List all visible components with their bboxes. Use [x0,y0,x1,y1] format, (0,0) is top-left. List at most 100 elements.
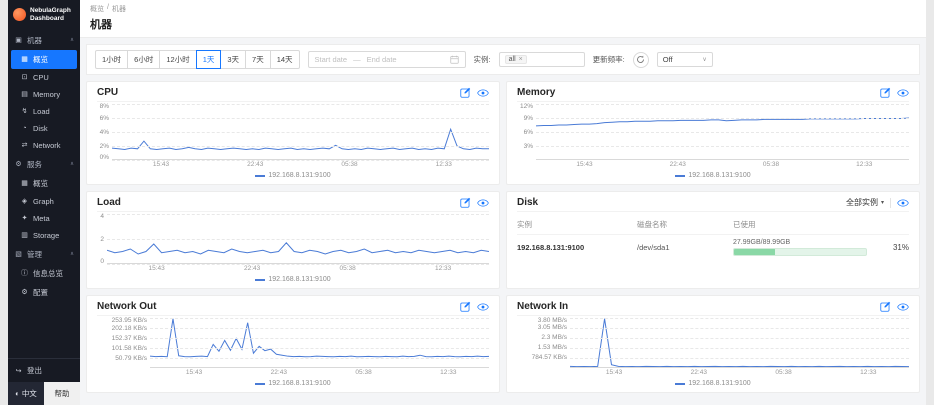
sidebar-nav: ▣ 机器 ∧ ▦ 概览 ⊡ CPU ▤ Memory ↯ Load ◔ Disk ⇄ Network ⚙ 服务 ∧… [8,30,80,358]
load-panel: Load 4 2 0 15:43 22:43 05:38 12:33 192.168.8.1… [86,191,500,289]
time-range-button[interactable]: 1天 [195,50,222,69]
instance-label: 实例: [473,55,491,64]
gridline [112,104,489,105]
sidebar-section-header-manage[interactable]: ▧ 管理 ∧ [15,249,74,259]
y-tick-label: 12% [519,103,533,110]
network-out-panel: Network Out 253.95 KB/s 202.18 KB/s 152.37… [86,295,500,393]
network-in-chart: 3.80 MB/s 3.05 MB/s 2.3 MB/s 1.53 MB/s 784.5… [517,317,909,378]
plot-area: 15:43 22:43 05:38 12:33 [150,318,489,378]
network-in-legend[interactable]: 192.168.8.131:9100 [517,378,909,389]
panel-title: Network Out [97,301,157,312]
x-tick-label: 05:38 [341,161,358,168]
load-icon: ↯ [21,108,28,116]
sidebar-item-service-overview[interactable]: ▦ 概览 [21,178,48,188]
x-axis-line [112,159,489,160]
disk-instance-filter[interactable]: 全部实例 ▾ [845,198,884,207]
plot-area: 15:43 22:43 05:38 12:33 [112,104,489,170]
eye-icon[interactable] [477,198,489,207]
panel-title: CPU [97,87,119,98]
y-tick-label: 50.79 KB/s [115,354,147,362]
cpu-icon: ⊡ [21,74,28,82]
caret-down-icon: ▾ [880,200,884,206]
memory-icon: ▤ [21,91,28,99]
sidebar-item-info-overview[interactable]: ⓘ 信息总览 [21,268,63,278]
eye-icon[interactable] [477,88,489,97]
main-area: 概览 / 机器 机器 1小时 6小时 12小时 1天 3天 7天 14天 Start dat… [80,0,926,405]
breadcrumb-item[interactable]: 概览 [90,6,104,13]
time-range-button[interactable]: 14天 [269,50,300,69]
sidebar-section-service: ⚙ 服务 ∧ ▦ 概览 ◈ Graph ✦ Meta ▥ Storage [8,154,80,244]
memory-legend[interactable]: 192.168.8.131:9100 [517,170,909,181]
sidebar-item-meta[interactable]: ✦ Meta [21,213,50,223]
instance-tag: all × [504,55,527,64]
y-tick-label: 202.18 KB/s [111,324,147,332]
edit-icon[interactable] [460,87,471,98]
network-in-line-series [570,318,909,368]
disk-usage-percent: 31% [892,243,909,252]
sidebar-section-manage: ▧ 管理 ∧ ⓘ 信息总览 ⚙ 配置 [8,244,80,302]
calendar-icon [449,55,459,64]
gridline [150,358,489,359]
x-tick-label: 15:43 [152,161,170,168]
x-tick-label: 22:43 [247,161,264,168]
sidebar-section-header-service[interactable]: ⚙ 服务 ∧ [15,159,74,169]
x-tick-label: 22:43 [244,265,261,272]
sidebar-item-memory[interactable]: ▤ Memory [21,89,61,99]
sidebar-section-header-machine[interactable]: ▣ 机器 ∧ [15,35,74,45]
y-tick-label: 0% [99,154,109,161]
sidebar-item-network[interactable]: ⇄ Network [21,140,61,150]
sidebar-item-machine-overview[interactable]: ▦ 概览 [11,49,77,69]
sidebar-item-cpu[interactable]: ⊡ CPU [21,72,49,82]
info-icon: ⓘ [21,270,28,278]
gridline [112,118,489,119]
network-out-legend[interactable]: 192.168.8.131:9100 [97,378,489,389]
chevron-up-icon: ∧ [69,161,74,168]
eye-icon[interactable] [897,302,909,311]
eye-icon[interactable] [897,88,909,97]
disk-usage: 27.99GB/89.99GB [733,239,867,256]
refresh-button[interactable] [632,51,649,68]
time-range-button[interactable]: 7天 [245,50,271,69]
sidebar-item-load[interactable]: ↯ Load [21,106,50,116]
gridline [112,160,489,161]
time-range-button[interactable]: 3天 [220,50,247,69]
legend-dash [675,174,686,177]
x-tick-label: 05:38 [339,265,356,272]
x-tick-label: 05:38 [355,369,372,376]
instance-select[interactable]: all × [498,52,585,67]
time-range-button[interactable]: 6小时 [127,50,161,69]
load-legend[interactable]: 192.168.8.131:9100 [97,274,489,285]
remove-tag-icon[interactable]: × [518,56,523,63]
help-button[interactable]: 帮助 [44,382,80,405]
cpu-legend[interactable]: 192.168.8.131:9100 [97,170,489,181]
language-button[interactable]: ◐ 中文 [8,382,44,405]
time-range-button[interactable]: 1小时 [95,50,129,69]
frequency-select[interactable]: Off ∨ [656,52,713,67]
sidebar-item-graph[interactable]: ◈ Graph [21,196,54,206]
time-range-button[interactable]: 12小时 [159,50,197,69]
y-axis: 253.95 KB/s 202.18 KB/s 152.37 KB/s 101.58 … [97,317,150,368]
x-tick-label: 12:33 [440,369,457,376]
sidebar-item-storage[interactable]: ▥ Storage [21,230,60,240]
cpu-panel: CPU 8% 6% 4% 2% 0% 15:43 22:43 05:38 12:33 192.1… [86,81,500,185]
edit-icon[interactable] [460,197,471,208]
y-tick-label: 1.53 MB/s [537,344,567,352]
memory-chart: 12% 9% 6% 3% 15:43 22:43 05:38 12:33 [517,103,909,170]
sidebar-item-disk[interactable]: ◔ Disk [8,120,80,137]
sidebar-item-config[interactable]: ⚙ 配置 [21,287,48,297]
logout-button[interactable]: ↪ 登出 [15,366,42,375]
y-tick-label: 2.3 MB/s [541,334,567,342]
edit-icon[interactable] [880,301,891,312]
eye-icon[interactable] [477,302,489,311]
x-tick-label: 22:43 [669,161,686,168]
plot-area: 15:43 22:43 05:38 12:33 [536,104,909,170]
y-axis: 3.80 MB/s 3.05 MB/s 2.3 MB/s 1.53 MB/s 784.5… [517,317,570,368]
edit-icon[interactable] [880,87,891,98]
y-tick-label: 8% [99,103,109,110]
date-range-picker[interactable]: Start date — End date [307,51,466,68]
y-tick-label: 2 [100,235,104,243]
y-tick-label: 0 [100,258,104,265]
edit-icon[interactable] [460,301,471,312]
y-tick-label: 6% [99,114,109,122]
eye-icon[interactable] [897,198,909,207]
